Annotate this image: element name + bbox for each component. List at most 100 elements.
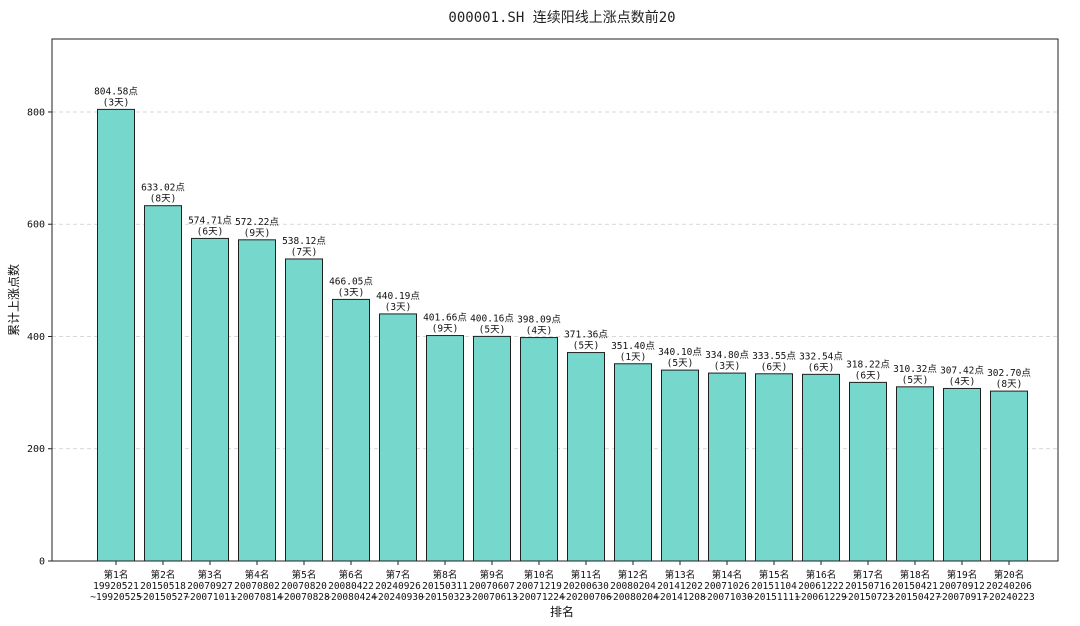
y-tick-label: 600	[27, 220, 45, 231]
y-axis-ticks: 0 200 400 600 800	[27, 107, 52, 568]
y-axis-label: 累计上涨点数	[6, 264, 21, 336]
days-label: (7天)	[291, 247, 318, 258]
days-label: (1天)	[620, 352, 647, 363]
days-label: (3天)	[385, 302, 412, 313]
x-tick-label: 第5名	[292, 569, 317, 581]
x-tick-label: 20240206	[986, 581, 1032, 592]
y-tick-label: 400	[27, 332, 45, 343]
chart-title: 000001.SH 连续阳线上涨点数前20	[448, 9, 675, 26]
x-tick-label: 20080204	[610, 581, 656, 592]
bar	[755, 373, 793, 562]
x-tick-label: ~20071224	[513, 592, 565, 603]
bars	[97, 108, 1028, 562]
days-label: (5天)	[479, 324, 506, 335]
x-tick-label: 19920521	[93, 581, 139, 592]
x-tick-label: 第15名	[759, 569, 789, 581]
x-tick-label: 第7名	[386, 569, 411, 581]
days-label: (5天)	[667, 358, 694, 369]
x-tick-label: ~20070917	[936, 592, 987, 603]
days-label: (9天)	[244, 228, 271, 239]
x-tick-label: 第4名	[245, 569, 270, 581]
x-tick-label: 20061222	[798, 581, 844, 592]
x-tick-label: ~20150527	[137, 592, 188, 603]
bar	[896, 386, 934, 562]
x-tick-label: ~20240223	[983, 592, 1034, 603]
value-label: 633.02点	[141, 183, 185, 194]
value-label: 401.66点	[423, 313, 467, 324]
x-tick-label: 20071026	[704, 581, 750, 592]
value-label: 400.16点	[470, 313, 514, 324]
days-label: (4天)	[526, 326, 553, 337]
value-label: 307.42点	[940, 365, 984, 376]
bar	[567, 352, 605, 562]
y-tick-label: 200	[27, 444, 45, 455]
bar	[191, 237, 229, 562]
days-label: (4天)	[949, 376, 976, 387]
bar	[990, 390, 1028, 562]
x-tick-label: ~20071011	[184, 592, 236, 603]
x-tick-label: 第11名	[571, 569, 601, 581]
value-label: 538.12点	[282, 236, 326, 247]
value-label: 334.80点	[705, 350, 749, 361]
x-tick-label: 20240926	[375, 581, 421, 592]
x-tick-label: 20150311	[422, 581, 468, 592]
x-tick-label: 20070820	[281, 581, 327, 592]
value-label: 804.58点	[94, 86, 138, 97]
value-label: 318.22点	[846, 359, 890, 370]
x-tick-label: 20150421	[892, 581, 938, 592]
bar	[614, 363, 652, 562]
x-tick-label: ~20080424	[325, 592, 377, 603]
x-tick-label: 第2名	[151, 569, 176, 581]
value-label: 310.32点	[893, 364, 937, 375]
days-label: (9天)	[432, 324, 459, 335]
x-tick-label: ~20070613	[466, 592, 517, 603]
x-tick-label: ~20071030	[701, 592, 753, 603]
x-tick-label: 20150518	[140, 581, 186, 592]
value-label: 340.10点	[658, 347, 702, 358]
value-label: 440.19点	[376, 291, 420, 302]
y-tick-label: 800	[27, 107, 45, 118]
bar	[473, 335, 511, 562]
x-tick-label: ~20151111	[748, 592, 800, 603]
x-tick-label: ~20150323	[419, 592, 470, 603]
bar	[332, 298, 370, 562]
days-label: (8天)	[150, 194, 177, 205]
data-labels: 804.58点(3天)633.02点(8天)574.71点(6天)572.22点…	[94, 86, 1031, 390]
bar	[426, 335, 464, 562]
y-tick-label: 0	[39, 557, 45, 568]
x-tick-label: ~20150427	[889, 592, 940, 603]
x-tick-label: 20200630	[563, 581, 609, 592]
x-tick-label: 第1名	[104, 569, 129, 581]
days-label: (5天)	[902, 375, 929, 386]
value-label: 466.05点	[329, 276, 373, 287]
days-label: (6天)	[761, 362, 788, 373]
x-tick-label: 20151104	[751, 581, 797, 592]
bar	[238, 239, 276, 562]
days-label: (3天)	[714, 361, 741, 372]
x-tick-label: 20071219	[516, 581, 562, 592]
bar	[97, 108, 135, 562]
x-tick-label: 第19名	[947, 569, 977, 581]
bar	[802, 373, 840, 562]
x-tick-label: ~20061229	[795, 592, 847, 603]
days-label: (5天)	[573, 341, 600, 352]
bar	[520, 337, 558, 562]
x-tick-label: ~20080204	[607, 592, 659, 603]
x-tick-label: 第12名	[618, 569, 648, 581]
plot-frame	[51, 38, 1059, 562]
x-axis-label: 排名	[550, 604, 574, 619]
x-tick-label: 20070802	[234, 581, 280, 592]
x-tick-label: 第16名	[806, 569, 836, 581]
value-label: 574.71点	[188, 215, 232, 226]
bar	[708, 372, 746, 562]
x-tick-label: 20141202	[657, 581, 703, 592]
x-tick-label: 第10名	[524, 569, 554, 581]
x-tick-label: 第18名	[900, 569, 930, 581]
x-tick-label: 第17名	[853, 569, 883, 581]
x-tick-label: 20080422	[328, 581, 374, 592]
x-tick-label: ~20200706	[560, 592, 612, 603]
bar	[379, 313, 417, 562]
value-label: 302.70点	[987, 368, 1031, 379]
